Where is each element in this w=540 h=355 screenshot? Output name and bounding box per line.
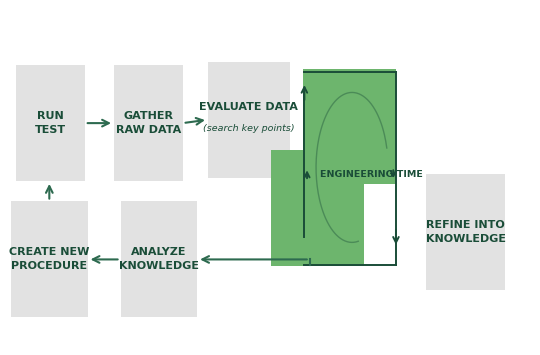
Bar <box>16 65 85 181</box>
Bar <box>426 174 505 290</box>
Text: EVALUATE DATA: EVALUATE DATA <box>199 102 298 112</box>
Text: RUN
TEST: RUN TEST <box>35 111 66 135</box>
Text: ANALYZE
KNOWLEDGE: ANALYZE KNOWLEDGE <box>119 247 199 272</box>
Bar <box>303 69 396 185</box>
Bar <box>120 202 197 317</box>
Bar <box>114 65 183 181</box>
Bar <box>11 202 87 317</box>
Text: REFINE INTO
KNOWLEDGE: REFINE INTO KNOWLEDGE <box>426 220 506 244</box>
Text: (search key points): (search key points) <box>203 124 295 133</box>
Text: ENGINEERING TIME: ENGINEERING TIME <box>320 170 423 179</box>
Text: CREATE NEW
PROCEDURE: CREATE NEW PROCEDURE <box>9 247 90 272</box>
Bar <box>271 151 364 266</box>
Bar <box>208 62 290 178</box>
Text: GATHER
RAW DATA: GATHER RAW DATA <box>116 111 181 135</box>
